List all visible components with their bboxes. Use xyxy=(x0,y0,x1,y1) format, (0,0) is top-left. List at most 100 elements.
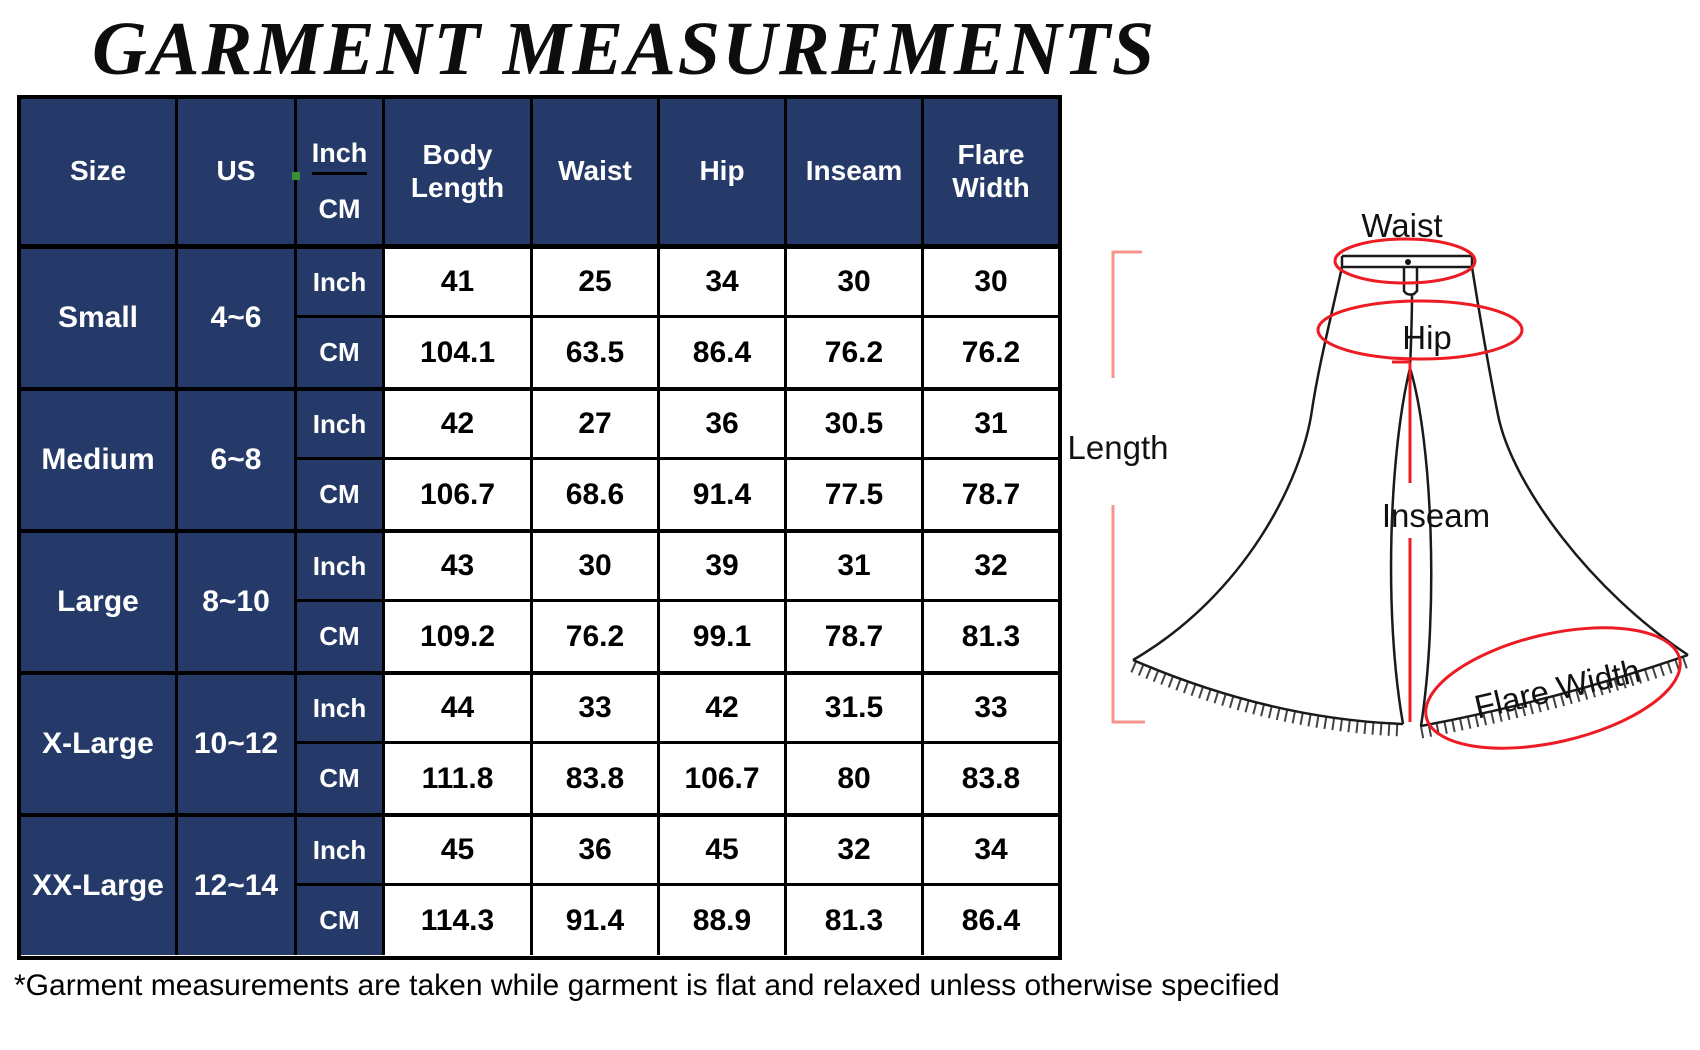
flare-width-ellipse xyxy=(1424,626,1682,750)
right-outer-leg xyxy=(1470,266,1689,657)
value-cell: 104.1 xyxy=(385,318,533,387)
waistband xyxy=(1340,254,1474,269)
value-cell: 39 xyxy=(660,533,787,602)
size-label: Small xyxy=(21,249,178,387)
unit-label-cm: CM xyxy=(297,602,385,671)
header-hip: Hip xyxy=(660,99,787,244)
footnote: *Garment measurements are taken while ga… xyxy=(14,969,1280,1002)
value-cell: 25 xyxy=(533,249,660,318)
value-cell: 43 xyxy=(385,533,533,602)
value-cell: 45 xyxy=(385,817,533,886)
table-header-row: Size US Inch CM Body Length Waist Hip In… xyxy=(21,99,1058,249)
waist-label: Waist xyxy=(1361,207,1442,244)
header-unit-inch: Inch xyxy=(311,99,368,175)
value-cell: 32 xyxy=(787,817,924,886)
value-cell: 36 xyxy=(533,817,660,886)
value-cell: 31 xyxy=(787,533,924,602)
size-label: X-Large xyxy=(21,675,178,813)
value-cell: 86.4 xyxy=(660,318,787,387)
size-chart-table: Size US Inch CM Body Length Waist Hip In… xyxy=(17,95,1062,960)
length-bracket xyxy=(1111,250,1145,724)
measurement-marks xyxy=(1316,237,1682,750)
us-range: 12~14 xyxy=(178,817,297,955)
left-inner-leg xyxy=(1389,367,1412,725)
right-inner-leg xyxy=(1408,367,1433,727)
value-cell: 30 xyxy=(533,533,660,602)
value-cell: 83.8 xyxy=(924,744,1058,813)
value-cell: 77.5 xyxy=(787,460,924,529)
size-label: XX-Large xyxy=(21,817,178,955)
value-cell: 106.7 xyxy=(385,460,533,529)
unit-label-cm: CM xyxy=(297,318,385,387)
value-cell: 34 xyxy=(660,249,787,318)
value-cell: 32 xyxy=(924,533,1058,602)
value-cell: 27 xyxy=(533,391,660,460)
value-cell: 83.8 xyxy=(533,744,660,813)
header-unit-cm: CM xyxy=(318,193,361,224)
inseam-line xyxy=(1392,360,1412,722)
value-cell: 91.4 xyxy=(533,886,660,955)
value-cell: 42 xyxy=(660,675,787,744)
us-range: 6~8 xyxy=(178,391,297,529)
header-us: US xyxy=(178,99,297,244)
value-cell: 30 xyxy=(787,249,924,318)
unit-label-inch: Inch xyxy=(297,391,385,460)
header-unit: Inch CM xyxy=(297,99,385,244)
left-hem xyxy=(1132,658,1404,726)
value-cell: 76.2 xyxy=(924,318,1058,387)
header-body-length: Body Length xyxy=(385,99,533,244)
unit-label-inch: Inch xyxy=(297,817,385,886)
value-cell: 30 xyxy=(924,249,1058,318)
unit-label-cm: CM xyxy=(297,886,385,955)
value-cell: 41 xyxy=(385,249,533,318)
value-cell: 31.5 xyxy=(787,675,924,744)
page-title: GARMENT MEASUREMENTS xyxy=(92,7,1157,91)
value-cell: 111.8 xyxy=(385,744,533,813)
garment-diagram: Waist Hip Length Inseam Flare Width xyxy=(1068,207,1691,750)
waist-button xyxy=(1405,259,1411,265)
hip-label: Hip xyxy=(1402,319,1452,356)
value-cell: 44 xyxy=(385,675,533,744)
value-cell: 33 xyxy=(924,675,1058,744)
pants-outline xyxy=(1132,254,1689,728)
value-cell: 63.5 xyxy=(533,318,660,387)
size-label: Medium xyxy=(21,391,178,529)
right-hem xyxy=(1420,653,1689,728)
unit-label-inch: Inch xyxy=(297,249,385,318)
value-cell: 30.5 xyxy=(787,391,924,460)
size-label: Large xyxy=(21,533,178,671)
header-size: Size xyxy=(21,99,178,244)
value-cell: 45 xyxy=(660,817,787,886)
unit-label-cm: CM xyxy=(297,744,385,813)
value-cell: 76.2 xyxy=(787,318,924,387)
header-waist: Waist xyxy=(533,99,660,244)
hip-ellipse xyxy=(1316,299,1524,361)
value-cell: 33 xyxy=(533,675,660,744)
unit-label-inch: Inch xyxy=(297,675,385,744)
value-cell: 91.4 xyxy=(660,460,787,529)
value-cell: 42 xyxy=(385,391,533,460)
hem-fringe xyxy=(1130,654,1691,739)
value-cell: 99.1 xyxy=(660,602,787,671)
value-cell: 86.4 xyxy=(924,886,1058,955)
value-cell: 78.7 xyxy=(924,460,1058,529)
value-cell: 68.6 xyxy=(533,460,660,529)
value-cell: 34 xyxy=(924,817,1058,886)
left-outer-leg xyxy=(1132,266,1344,662)
header-flare-width: Flare Width xyxy=(952,139,1030,203)
size-group-x-large: X-Large 10~12 Inch 44 33 42 31.5 33 CM 1… xyxy=(21,671,1058,813)
size-group-small: Small 4~6 Inch 41 25 34 30 30 CM 104.1 6… xyxy=(21,249,1058,387)
value-cell: 81.3 xyxy=(924,602,1058,671)
us-range: 8~10 xyxy=(178,533,297,671)
size-group-medium: Medium 6~8 Inch 42 27 36 30.5 31 CM 106.… xyxy=(21,387,1058,529)
header-inseam: Inseam xyxy=(787,99,924,244)
size-group-large: Large 8~10 Inch 43 30 39 31 32 CM 109.2 … xyxy=(21,529,1058,671)
value-cell: 81.3 xyxy=(787,886,924,955)
us-range: 10~12 xyxy=(178,675,297,813)
flare-width-label: Flare Width xyxy=(1471,652,1644,726)
unit-label-inch: Inch xyxy=(297,533,385,602)
value-cell: 36 xyxy=(660,391,787,460)
inseam-label: Inseam xyxy=(1382,497,1490,534)
us-range: 4~6 xyxy=(178,249,297,387)
